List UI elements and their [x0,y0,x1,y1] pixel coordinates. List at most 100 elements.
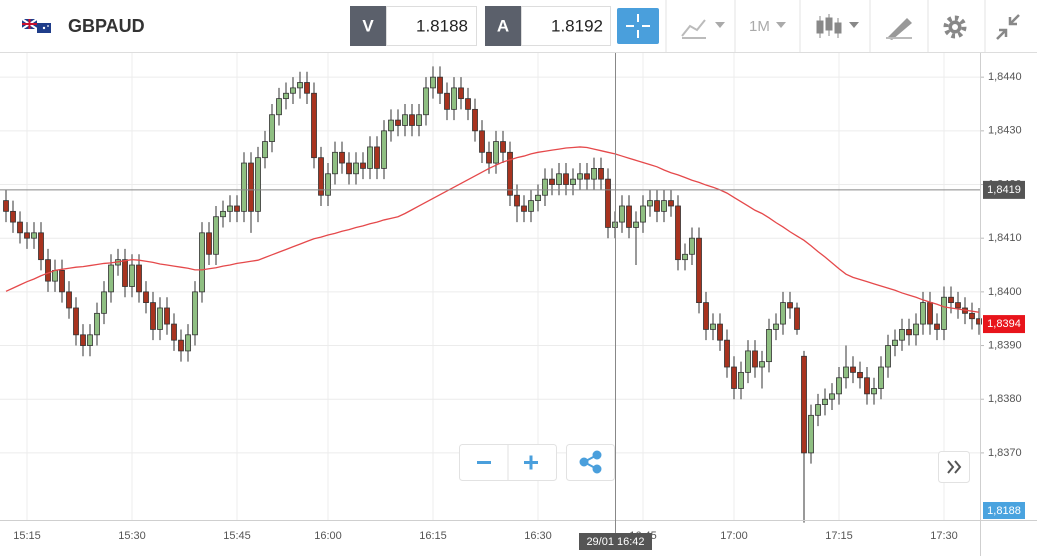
candle-body [157,307,163,330]
candle-body [164,307,170,325]
candle-body [171,323,177,341]
x-tick-label: 15:15 [13,530,41,542]
candle-body [416,114,422,126]
candle-body [500,141,506,153]
bottom-price: 1,8188 [987,505,1021,517]
candle-body [262,141,268,159]
candle-body [192,291,198,336]
candle-body [374,146,380,169]
candle-body [948,296,954,304]
zoom-in-button[interactable] [524,455,538,470]
timeframe-button[interactable]: 1M [749,18,786,35]
candle-body [563,173,569,185]
candle-body [451,87,457,110]
chart-type-button[interactable] [681,19,725,39]
candle-body [80,334,86,346]
share-button[interactable] [579,450,602,474]
candle-style-button[interactable] [816,14,859,38]
candle-body [787,302,793,309]
sell-button[interactable]: V 1.8188 [350,6,477,46]
candle-body [780,302,786,325]
candle-body [318,157,324,196]
candle-body [465,98,471,110]
candle-body [206,232,212,255]
candle-body [339,151,345,164]
candle-body [682,253,688,261]
last-price: 1,8394 [987,318,1021,330]
candle-body [395,119,401,126]
candle-body [850,366,856,373]
candle-body [633,221,639,228]
candle-body [290,87,296,94]
candle-body [591,168,597,180]
candle-body [423,87,429,116]
candle-body [934,323,940,330]
candle-body [885,345,891,368]
candle-body [514,194,520,207]
candle-body [297,82,303,89]
candle-body [108,264,114,293]
candle-body [857,371,863,379]
candle-body [836,377,842,395]
crosshair-time: 29/01 16:42 [586,536,644,548]
candle-body [654,200,660,212]
candle-body [101,291,107,314]
candle-body [409,114,415,126]
last-price-box [983,315,1025,334]
scroll-latest-button[interactable] [938,451,970,483]
candle-body [486,151,492,164]
candle-body [801,355,807,454]
candle-body [234,205,240,212]
zoom-controls [459,444,615,481]
candle-body [703,302,709,330]
candle-body [493,141,499,164]
candle-body [871,388,877,395]
y-tick-label: 1,8370 [988,447,1022,459]
candle-body [332,151,338,175]
candle-body [248,162,254,212]
drawing-tool-button[interactable] [886,18,912,40]
candle-body [66,291,72,309]
settings-button[interactable] [943,15,967,39]
candle-body [878,366,884,389]
y-tick-label: 1,8400 [988,286,1022,298]
candle-body [794,307,800,330]
candle-body [892,339,898,346]
candle-body [430,76,436,89]
candle-body [283,92,289,100]
x-tick-label: 17:15 [825,530,853,542]
buy-button[interactable]: A 1.8192 [485,6,611,46]
candle-body [955,302,961,309]
candle-body [668,200,674,207]
candle-body [626,205,632,228]
candle-body [598,168,604,180]
candle-body [31,232,37,239]
crosshair-button[interactable] [617,8,659,44]
collapse-button[interactable] [996,14,1020,40]
overlay: 29/01 16:42 1,8188 1,8419 1,8394 [0,53,1025,550]
candle-body [402,114,408,126]
toolbar-separators [665,0,986,52]
candle-body [325,173,331,196]
candle-body [913,323,919,336]
candle-body [17,221,23,234]
candle-body [472,108,478,132]
y-tick-label: 1,8410 [988,232,1022,244]
candle-body [178,339,184,352]
candle-body [241,162,247,212]
x-tick-label: 15:45 [223,530,251,542]
candle-body [724,339,730,368]
candle-body [10,210,16,223]
candle-body [311,92,317,159]
sell-price: 1.8188 [416,16,468,35]
x-tick-label: 15:30 [118,530,146,542]
candle-body [199,232,205,293]
candle-body [822,398,828,405]
moving-average [5,146,980,313]
y-tick-label: 1,8380 [988,393,1022,405]
candle-body [479,130,485,153]
candle-body [227,205,233,212]
candle-body [346,162,352,175]
candle-body [360,162,366,169]
